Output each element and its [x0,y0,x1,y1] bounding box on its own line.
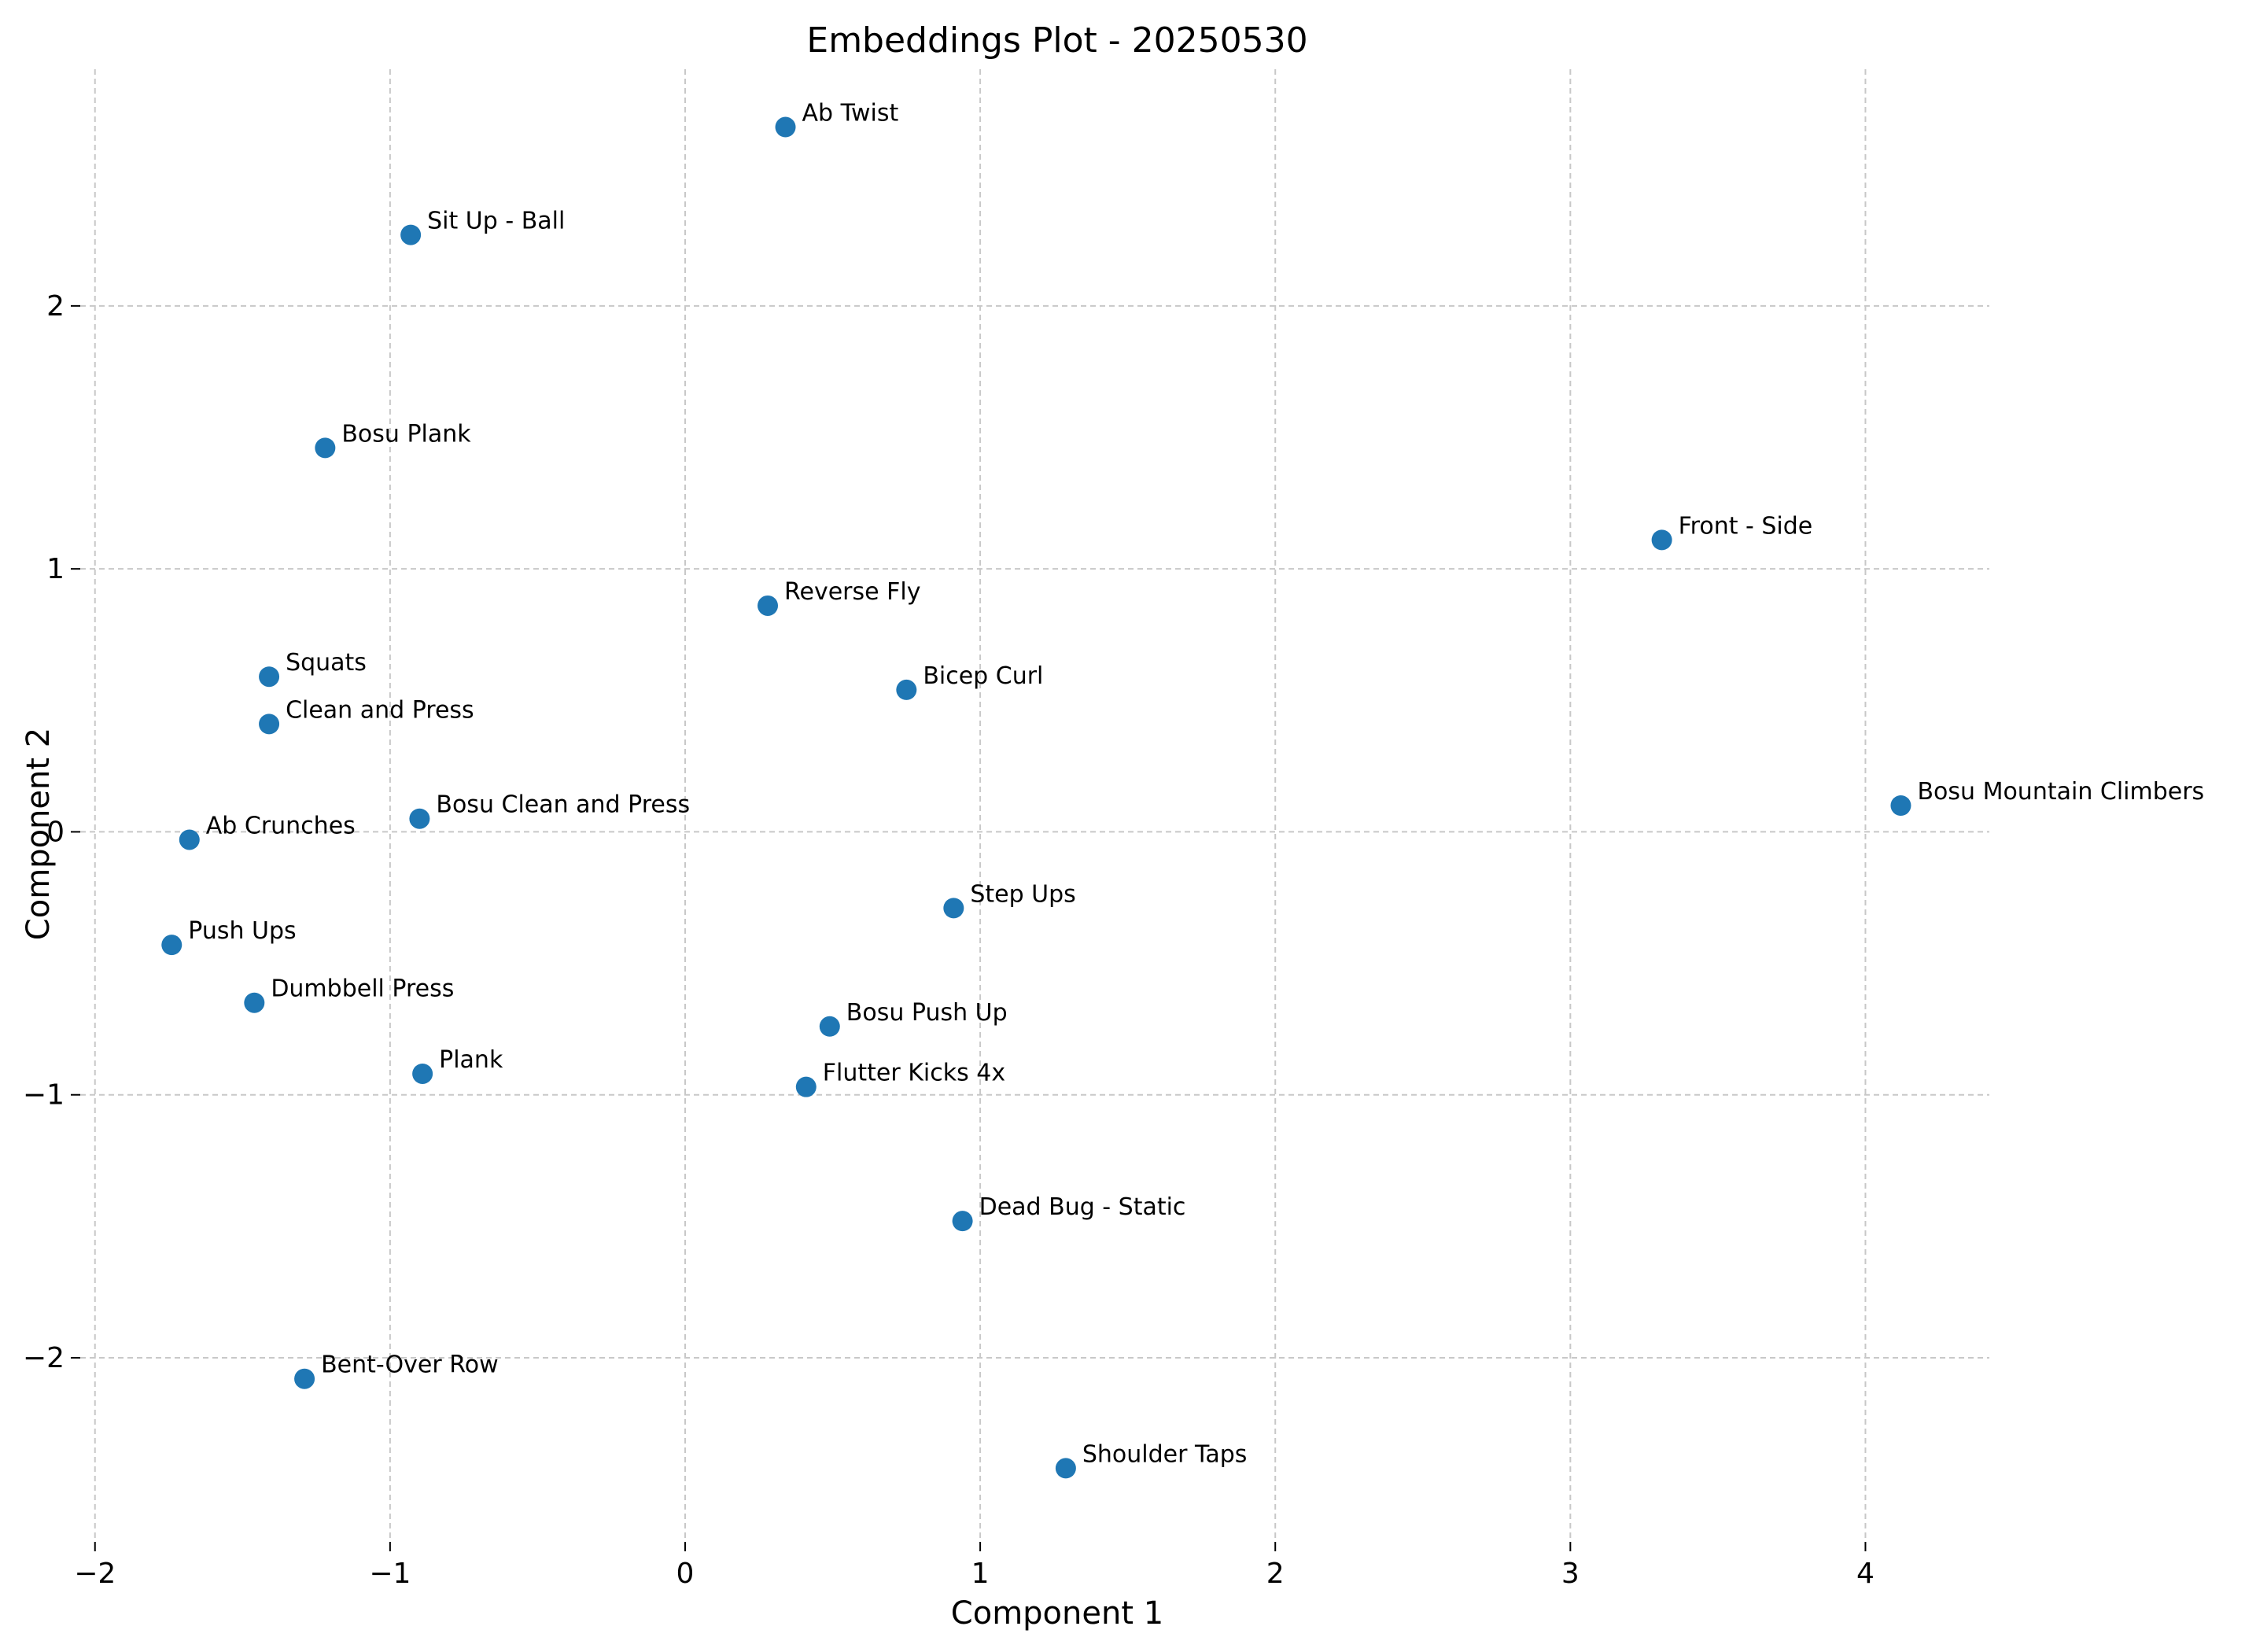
y-tick-label: −1 [23,1079,65,1112]
data-point [294,1368,315,1389]
data-point [409,808,430,829]
point-label: Bent-Over Row [321,1351,499,1379]
x-tick-label: 1 [971,1558,990,1590]
y-tick-label: 2 [46,290,65,323]
point-label: Bosu Mountain Climbers [1917,778,2204,806]
point-label: Shoulder Taps [1082,1440,1248,1468]
data-point [1651,529,1672,551]
data-point [244,992,265,1013]
axis-ticks: −2 −1 0 1 2 3 4 −2 −1 0 1 2 [23,290,1875,1590]
x-tick-label: −1 [369,1558,411,1590]
data-points [161,116,1911,1479]
point-label: Push Ups [188,917,296,945]
data-point [1890,795,1911,816]
data-point [819,1016,840,1037]
point-label: Sit Up - Ball [427,208,565,235]
data-point [943,898,964,919]
point-label: Squats [286,649,367,677]
point-label: Reverse Fly [784,578,920,606]
data-point [758,595,779,616]
chart-title: Embeddings Plot - 20250530 [806,20,1307,61]
point-label: Bosu Push Up [846,999,1008,1027]
point-label: Plank [439,1046,503,1074]
data-point [952,1211,973,1232]
y-tick-label: 0 [46,816,65,848]
y-tick-label: 1 [46,553,65,585]
point-label: Ab Crunches [206,812,356,839]
data-point [412,1063,433,1084]
point-label: Bicep Curl [923,662,1043,690]
x-tick-label: 3 [1561,1558,1580,1590]
data-point [795,1076,817,1097]
x-tick-label: −2 [74,1558,116,1590]
data-point [179,829,200,850]
point-label: Clean and Press [286,696,474,724]
point-label: Dumbbell Press [271,975,454,1003]
point-label: Bosu Clean and Press [436,791,690,819]
point-label: Flutter Kicks 4x [823,1060,1005,1087]
y-tick-label: −2 [23,1342,65,1374]
x-tick-label: 4 [1856,1558,1875,1590]
x-tick-label: 0 [676,1558,695,1590]
point-label: Step Ups [970,880,1075,908]
x-axis-label: Component 1 [951,1595,1163,1632]
point-labels: Ab Twist Sit Up - Ball Bosu Plank Front - S… [188,100,2204,1469]
y-axis-label: Component 2 [20,728,57,940]
data-point [1055,1458,1076,1479]
point-label: Front - Side [1679,512,1813,540]
data-point [775,116,796,138]
x-tick-label: 2 [1266,1558,1285,1590]
data-point [259,666,280,688]
data-point [315,437,336,459]
data-point [896,679,917,700]
grid-lines [80,69,1989,1542]
data-point [400,224,422,245]
point-label: Ab Twist [802,100,899,127]
data-point [161,935,182,956]
point-label: Dead Bug - Static [979,1193,1186,1221]
data-point [259,714,280,735]
point-label: Bosu Plank [341,420,471,448]
